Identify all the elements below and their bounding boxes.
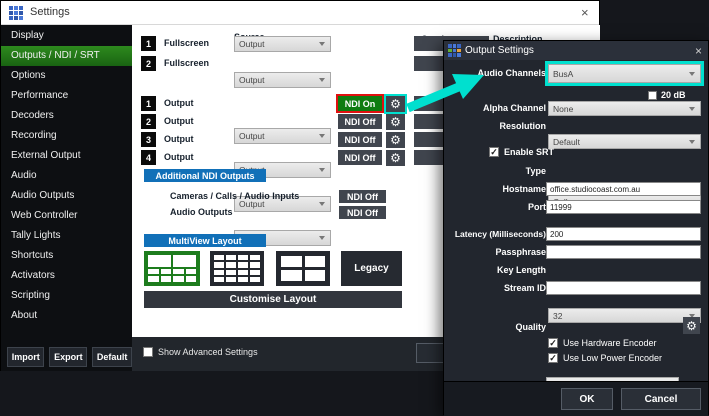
cancel-button[interactable]: Cancel bbox=[621, 388, 701, 410]
dialog-title: Output Settings bbox=[465, 45, 534, 56]
settings-sidebar: Display Outputs / NDI / SRT Options Perf… bbox=[1, 25, 133, 371]
sidebar-item-tally-lights[interactable]: Tally Lights bbox=[11, 230, 61, 241]
quality-settings-gear-icon[interactable]: ⚙ bbox=[683, 317, 700, 334]
hw-encoder-label: Use Hardware Encoder bbox=[563, 338, 657, 348]
output-4-badge: 4 bbox=[141, 150, 156, 165]
audio-outputs-label: Audio Outputs bbox=[170, 207, 233, 217]
hostname-field[interactable] bbox=[546, 182, 701, 196]
audio-channels-label: Audio Channels bbox=[477, 68, 546, 78]
sidebar-item-activators[interactable]: Activators bbox=[11, 270, 55, 281]
additional-ndi-outputs-header: Additional NDI Outputs bbox=[144, 169, 266, 182]
output-2-settings-gear-icon[interactable]: ⚙ bbox=[386, 114, 405, 130]
latency-label: Latency (Milliseconds) bbox=[454, 229, 546, 239]
output-2-label: Output bbox=[164, 116, 194, 126]
output-1-badge: 1 bbox=[141, 96, 156, 111]
sidebar-item-scripting[interactable]: Scripting bbox=[11, 290, 50, 301]
sidebar-item-audio[interactable]: Audio bbox=[11, 170, 37, 181]
cameras-calls-ndi-toggle[interactable]: NDI Off bbox=[339, 190, 386, 203]
dialog-titlebar: Output Settings × bbox=[444, 41, 708, 60]
multiview-layout-thumb-selected[interactable] bbox=[144, 251, 200, 286]
output-1-settings-gear-icon[interactable]: ⚙ bbox=[384, 94, 407, 114]
output-2-ndi-toggle[interactable]: NDI Off bbox=[338, 114, 382, 129]
output-1-ndi-toggle[interactable]: NDI On bbox=[336, 94, 384, 113]
key-length-dropdown[interactable]: 32 bbox=[548, 308, 701, 323]
resolution-dropdown[interactable]: Default bbox=[548, 134, 701, 149]
multiview-layout-thumb-grid16[interactable] bbox=[210, 251, 264, 286]
stream-id-label: Stream ID bbox=[503, 283, 546, 293]
audio-channels-dropdown[interactable]: BusA bbox=[548, 64, 701, 83]
window-close-icon[interactable]: × bbox=[581, 5, 589, 20]
sidebar-item-about[interactable]: About bbox=[11, 310, 38, 321]
output-3-ndi-toggle[interactable]: NDI Off bbox=[338, 132, 382, 147]
default-button[interactable]: Default bbox=[92, 347, 133, 367]
fullscreen-1-source-dropdown[interactable]: Output bbox=[234, 36, 331, 52]
passphrase-label: Passphrase bbox=[495, 247, 546, 257]
alpha-channel-dropdown[interactable]: None bbox=[548, 101, 701, 116]
customise-layout-button[interactable]: Customise Layout bbox=[144, 291, 402, 308]
fullscreen-2-badge: 2 bbox=[141, 56, 156, 71]
quality-label: Quality bbox=[515, 322, 546, 332]
resolution-label: Resolution bbox=[499, 121, 547, 131]
sidebar-footer: Import Export Default bbox=[1, 343, 133, 367]
fullscreen-1-badge: 1 bbox=[141, 36, 156, 51]
latency-field[interactable] bbox=[546, 227, 701, 241]
output-4-label: Output bbox=[164, 152, 194, 162]
cameras-calls-audio-label: Cameras / Calls / Audio Inputs bbox=[170, 191, 300, 201]
output-3-settings-gear-icon[interactable]: ⚙ bbox=[386, 132, 405, 148]
multiview-layout-header: MultiView Layout bbox=[144, 234, 266, 247]
output-4-settings-gear-icon[interactable]: ⚙ bbox=[386, 150, 405, 166]
sidebar-item-web-controller[interactable]: Web Controller bbox=[11, 210, 78, 221]
sidebar-item-options[interactable]: Options bbox=[11, 70, 46, 81]
enable-srt-label: Enable SRT bbox=[504, 147, 555, 157]
audio-outputs-ndi-toggle[interactable]: NDI Off bbox=[339, 206, 386, 219]
dialog-close-icon[interactable]: × bbox=[695, 44, 703, 58]
hw-encoder-checkbox[interactable] bbox=[548, 338, 558, 348]
srt-type-label: Type bbox=[525, 166, 546, 176]
export-button[interactable]: Export bbox=[49, 347, 88, 367]
sidebar-item-outputs-ndi-srt[interactable]: Outputs / NDI / SRT bbox=[1, 46, 132, 66]
sidebar-item-shortcuts[interactable]: Shortcuts bbox=[11, 250, 54, 261]
port-label: Port bbox=[528, 202, 546, 212]
sidebar-item-external-output[interactable]: External Output bbox=[11, 150, 81, 161]
fullscreen-1-label: Fullscreen bbox=[164, 38, 210, 48]
vmix-grid-icon bbox=[9, 6, 23, 20]
sidebar-item-recording[interactable]: Recording bbox=[11, 130, 57, 141]
output-3-source-dropdown[interactable]: Output bbox=[234, 196, 331, 212]
import-button[interactable]: Import bbox=[7, 347, 45, 367]
output-3-badge: 3 bbox=[141, 132, 156, 147]
multiview-layout-thumb-grid4[interactable] bbox=[276, 251, 330, 286]
fullscreen-2-label: Fullscreen bbox=[164, 58, 210, 68]
output-4-ndi-toggle[interactable]: NDI Off bbox=[338, 150, 382, 165]
lp-encoder-label: Use Low Power Encoder bbox=[563, 353, 663, 363]
output-2-badge: 2 bbox=[141, 114, 156, 129]
output-settings-dialog: Output Settings × Audio Channels BusA 20… bbox=[443, 40, 709, 416]
settings-titlebar: Settings × bbox=[1, 1, 599, 25]
key-length-label: Key Length bbox=[496, 265, 546, 275]
output-1-source-dropdown[interactable]: Output bbox=[234, 128, 331, 144]
dialog-footer: OK Cancel bbox=[444, 381, 708, 416]
sidebar-item-performance[interactable]: Performance bbox=[11, 90, 69, 101]
enable-srt-checkbox[interactable] bbox=[489, 147, 499, 157]
passphrase-field[interactable] bbox=[546, 245, 701, 259]
fullscreen-2-source-dropdown[interactable]: Output bbox=[234, 72, 331, 88]
alpha-channel-label: Alpha Channel bbox=[482, 103, 546, 113]
window-title: Settings bbox=[30, 6, 70, 18]
ok-button[interactable]: OK bbox=[561, 388, 613, 410]
sidebar-item-display[interactable]: Display bbox=[11, 30, 44, 41]
output-3-label: Output bbox=[164, 134, 194, 144]
legacy-layout-button[interactable]: Legacy bbox=[341, 251, 402, 286]
column-header-description: Description bbox=[493, 34, 543, 44]
port-field[interactable] bbox=[546, 200, 701, 214]
lp-encoder-checkbox[interactable] bbox=[548, 353, 558, 363]
vmix-grid-icon bbox=[448, 44, 461, 57]
sidebar-item-audio-outputs[interactable]: Audio Outputs bbox=[11, 190, 75, 201]
sidebar-item-decoders[interactable]: Decoders bbox=[11, 110, 54, 121]
audio-channels-highlight: BusA bbox=[545, 61, 704, 86]
show-advanced-settings-checkbox[interactable] bbox=[143, 347, 153, 357]
hostname-label: Hostname bbox=[502, 184, 546, 194]
stream-id-field[interactable] bbox=[546, 281, 701, 295]
boost-checkbox[interactable] bbox=[648, 91, 657, 100]
output-1-label: Output bbox=[164, 98, 194, 108]
show-advanced-settings-label: Show Advanced Settings bbox=[158, 347, 258, 357]
